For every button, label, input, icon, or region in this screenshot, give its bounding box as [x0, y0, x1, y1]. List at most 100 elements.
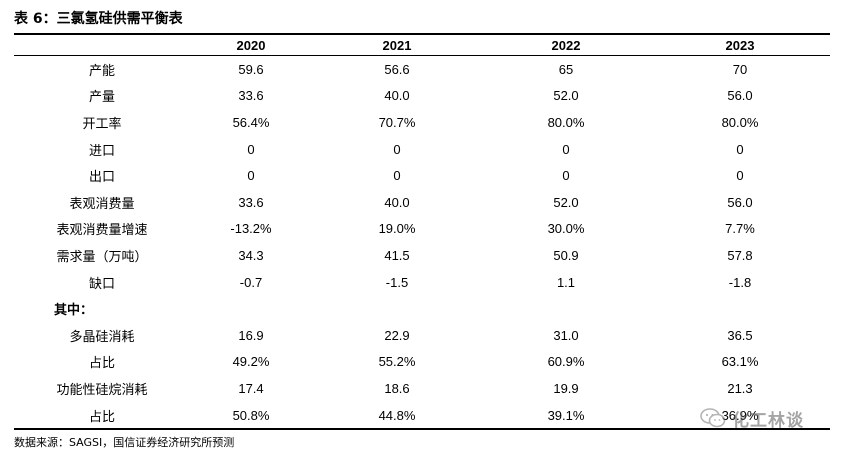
table-body: 产能 59.6 56.6 65 70 产量 33.6 40.0 52.0 56.0 开工率 56.4%…: [14, 56, 830, 428]
value-cell-2021: 40.0: [384, 88, 410, 104]
value-cell-2023: 21.3: [727, 380, 753, 396]
value-cell-2021: 40.0: [384, 194, 410, 210]
table-row: 表观消费量 33.6 40.0 52.0 56.0: [14, 189, 830, 216]
value-cell-2022: 65: [558, 61, 574, 77]
value-cell-2021: 0: [393, 141, 401, 157]
value-cell-2020: 34.3: [238, 247, 264, 263]
table-row: 表观消费量增速 -13.2% 19.0% 30.0% 7.7%: [14, 216, 830, 243]
table-row: 占比 50.8% 44.8% 39.1% 36.9%: [14, 402, 830, 429]
value-cell-2022: 52.0: [553, 88, 579, 104]
table-row: 开工率 56.4% 70.7% 80.0% 80.0%: [14, 109, 830, 136]
value-cell-2021: [312, 295, 482, 322]
value-cell-2021: 44.8%: [378, 407, 416, 423]
value-cell-2023: 0: [736, 141, 744, 157]
value-cell-2020: -0.7: [239, 274, 263, 290]
value-cell-2023: 57.8: [727, 247, 753, 263]
header-row: 2020 2021 2022 2023: [14, 35, 830, 56]
row-label: 需求量（万吨）: [56, 249, 148, 265]
table-title: 表 6：三氯氢硅供需平衡表: [14, 11, 183, 27]
row-label: 缺口: [88, 276, 115, 292]
row-label: 表观消费量: [69, 196, 135, 212]
row-label: 其中：: [54, 303, 94, 319]
value-cell-2022: 1.1: [556, 274, 576, 290]
table-row: 产能 59.6 56.6 65 70: [14, 56, 830, 83]
table-row: 产量 33.6 40.0 52.0 56.0: [14, 83, 830, 110]
table-row: 占比 49.2% 55.2% 60.9% 63.1%: [14, 349, 830, 376]
row-label: 占比: [88, 409, 115, 425]
value-cell-2023: [650, 295, 830, 322]
value-cell-2022: 30.0%: [547, 221, 585, 237]
value-cell-2023: 70: [732, 61, 748, 77]
header-cell-2020: 2020: [236, 38, 266, 53]
value-cell-2020: 33.6: [238, 194, 264, 210]
table-row: 其中：: [14, 295, 830, 322]
table-row: 缺口 -0.7 -1.5 1.1 -1.8: [14, 269, 830, 296]
value-cell-2020: 33.6: [238, 88, 264, 104]
header-cell-2022: 2022: [551, 38, 581, 53]
bottom-rule: [14, 428, 830, 430]
value-cell-2020: 59.6: [238, 61, 264, 77]
row-label: 表观消费量增速: [56, 223, 148, 239]
wechat-icon: [700, 408, 726, 428]
value-cell-2023: 7.7%: [725, 221, 755, 237]
row-label: 产量: [88, 90, 115, 106]
value-cell-2022: [482, 295, 650, 322]
value-cell-2022: 52.0: [553, 194, 579, 210]
value-cell-2023: 56.0: [727, 194, 753, 210]
value-cell-2022: 60.9%: [547, 354, 585, 370]
row-label: 进口: [88, 143, 115, 159]
watermark: 化工林谈: [700, 404, 840, 432]
row-label: 功能性硅烷消耗: [56, 382, 148, 398]
table-row: 进口 0 0 0 0: [14, 136, 830, 163]
header-rule: [14, 55, 830, 56]
value-cell-2023: 36.5: [727, 327, 753, 343]
watermark-text: 化工林谈: [732, 410, 804, 431]
value-cell-2020: [190, 295, 312, 322]
value-cell-2021: 55.2%: [378, 354, 416, 370]
value-cell-2021: 41.5: [384, 247, 410, 263]
row-label: 产能: [88, 63, 115, 79]
value-cell-2023: 36.9%: [721, 407, 759, 423]
value-cell-2020: 16.9: [238, 327, 264, 343]
row-label: 出口: [88, 170, 115, 186]
value-cell-2022: 80.0%: [547, 114, 585, 130]
value-cell-2021: 19.0%: [378, 221, 416, 237]
header-cell-2021: 2021: [382, 38, 412, 53]
value-cell-2020: -13.2%: [230, 221, 272, 237]
table-row: 功能性硅烷消耗 17.4 18.6 19.9 21.3: [14, 375, 830, 402]
value-cell-2020: 49.2%: [232, 354, 270, 370]
value-cell-2023: 63.1%: [721, 354, 759, 370]
value-cell-2021: 22.9: [384, 327, 410, 343]
value-cell-2022: 39.1%: [547, 407, 585, 423]
table-row: 出口 0 0 0 0: [14, 162, 830, 189]
header-cell-label: [14, 35, 190, 56]
value-cell-2023: 0: [736, 168, 744, 184]
value-cell-2020: 17.4: [238, 380, 264, 396]
row-label: 多晶硅消耗: [69, 329, 135, 345]
value-cell-2022: 0: [562, 168, 570, 184]
value-cell-2022: 19.9: [553, 380, 579, 396]
row-label: 占比: [88, 356, 115, 372]
supply-demand-table: 2020 2021 2022 2023 产能 59.6 56.6 65 70 产量 33.6…: [14, 35, 830, 428]
value-cell-2020: 0: [247, 168, 255, 184]
table-row: 需求量（万吨） 34.3 41.5 50.9 57.8: [14, 242, 830, 269]
top-rule: [14, 33, 830, 35]
value-cell-2021: -1.5: [385, 274, 409, 290]
value-cell-2022: 0: [562, 141, 570, 157]
value-cell-2021: 56.6: [384, 61, 410, 77]
table-row: 多晶硅消耗 16.9 22.9 31.0 36.5: [14, 322, 830, 349]
header-cell-2023: 2023: [725, 38, 755, 53]
value-cell-2020: 50.8%: [232, 407, 270, 423]
value-cell-2023: 80.0%: [721, 114, 759, 130]
value-cell-2021: 0: [393, 168, 401, 184]
value-cell-2022: 50.9: [553, 247, 579, 263]
value-cell-2020: 56.4%: [232, 114, 270, 130]
value-cell-2021: 18.6: [384, 380, 410, 396]
row-label: 开工率: [82, 116, 122, 132]
source-note: 数据来源：SAGSI，国信证券经济研究所预测: [14, 436, 235, 449]
value-cell-2022: 31.0: [553, 327, 579, 343]
value-cell-2021: 70.7%: [378, 114, 416, 130]
value-cell-2023: 56.0: [727, 88, 753, 104]
value-cell-2020: 0: [247, 141, 255, 157]
value-cell-2023: -1.8: [728, 274, 752, 290]
